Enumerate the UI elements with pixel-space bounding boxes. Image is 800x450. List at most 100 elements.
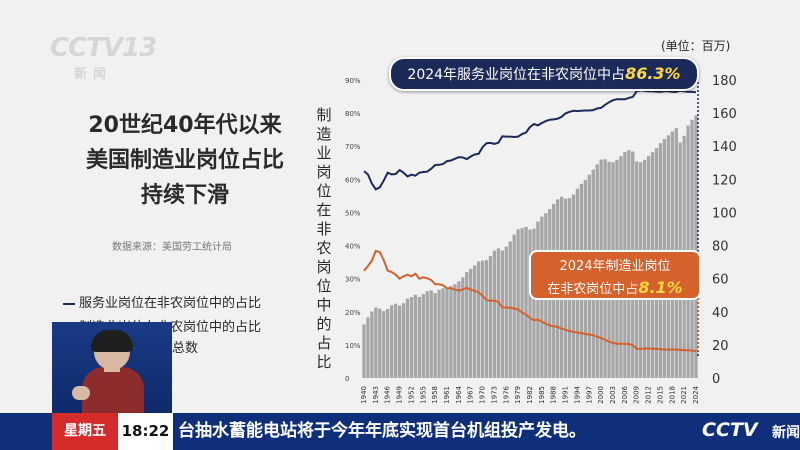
title-line-3: 持续下滑 [140,183,229,208]
ticker-headline: 台抽水蓄能电站将于今年年底实现首台机组投产发电。 [178,421,586,441]
bar-1983 [532,228,536,378]
bar-1972 [488,255,493,378]
ticker-day: 星期五 [52,413,118,450]
ticker-logo-sub: 新闻 [772,425,800,441]
right-tick-1: 20 [712,339,729,354]
service-callout-text: 2024年服务业岗位在非农岗位中占 [407,67,626,83]
bar-1949 [397,305,402,378]
x-tick-1973: 1973 [490,386,498,404]
x-tick-2018: 2018 [668,386,676,404]
bar-1975 [500,250,504,378]
x-axis-ticks: 1940 1943 1946 1949 1952 1955 1958 1961 1964 1967… [360,385,700,403]
bar-1969 [476,261,481,378]
bar-1944 [378,308,382,378]
x-tick-1988: 1988 [550,386,558,404]
ticker-logo: CCTV [702,419,758,441]
manufacturing-callout: 2024年制造业岗位 在非农岗位中占8.1% [529,250,701,300]
bar-1958 [433,293,437,378]
x-tick-2003: 2003 [609,386,617,404]
left-tick-4: 40% [345,243,361,251]
news-anchor-inset [52,322,172,417]
data-source: 数据来源：美国劳工统计局 [112,242,232,253]
bar-1973 [492,250,497,378]
bar-1950 [401,303,406,378]
bar-1978 [512,234,516,378]
bar-1977 [508,241,512,378]
right-tick-4: 80 [712,240,729,255]
x-tick-2000: 2000 [597,386,605,404]
ticker-time: 18:22 [118,413,173,450]
anchor-hair [91,330,133,352]
bar-1954 [417,296,421,378]
legend-swatch-service [63,302,75,305]
bar-1948 [393,303,398,378]
manufacturing-callout-value: 8.1% [638,278,683,297]
left-tick-8: 80% [345,110,361,118]
legend-item-service: 服务业岗位在非农岗位中的占比 [63,292,261,311]
bar-1966 [465,272,469,378]
bar-1940 [362,324,366,378]
bar-1964 [457,281,461,378]
bar-1941 [366,317,370,378]
bar-2024 [694,115,698,378]
bar-1962 [449,286,453,378]
left-tick-7: 70% [345,143,361,151]
title-line-2: 美国制造业岗位占比 [85,148,284,173]
left-tick-5: 50% [345,209,361,217]
left-tick-9: 90% [345,77,361,85]
bar-1945 [382,311,386,378]
x-tick-1985: 1985 [538,386,546,404]
x-tick-1943: 1943 [372,386,380,404]
anchor-hand [72,386,90,400]
bar-1965 [461,277,465,378]
left-tick-3: 30% [345,276,361,284]
legend-item-count: 总数 [172,341,199,356]
news-ticker: 星期五 18:22 台抽水蓄能电站将于今年年底实现首台机组投产发电。 CCTV … [0,413,800,450]
x-tick-2006: 2006 [621,385,629,403]
left-tick-0: 0 [345,375,349,383]
bar-1957 [429,290,433,378]
x-tick-2021: 2021 [680,386,688,404]
bar-1971 [484,260,489,378]
bar-1943 [374,307,378,378]
right-tick-0: 0 [712,372,720,387]
left-axis-label: 制造业岗位在非农岗位中的占比 [316,106,332,371]
right-tick-6: 120 [712,173,737,188]
service-callout-value: 86.3% [625,64,681,83]
x-tick-1958: 1958 [431,386,439,404]
left-tick-1: 10% [345,342,361,350]
x-tick-2012: 2012 [645,386,653,404]
x-tick-1982: 1982 [526,386,534,404]
right-tick-8: 160 [712,107,737,122]
bar-1961 [445,288,449,378]
manufacturing-share-line [363,249,697,353]
logo-sub: 新闻 [74,67,113,82]
x-tick-1967: 1967 [467,386,475,404]
manufacturing-callout-line2: 在非农岗位中占 [547,282,639,297]
legend-label-service: 服务业岗位在非农岗位中的占比 [79,296,262,311]
x-tick-1997: 1997 [585,386,593,404]
x-tick-1961: 1961 [443,386,451,404]
x-tick-1994: 1994 [573,385,581,403]
left-tick-6: 60% [345,176,361,184]
bar-1951 [405,298,410,378]
x-tick-1979: 1979 [514,386,522,404]
bar-1960 [441,288,445,378]
x-tick-1949: 1949 [396,386,404,404]
bar-1976 [504,246,508,378]
bar-1942 [370,311,374,378]
left-tick-2: 20% [345,309,361,317]
bar-1968 [472,265,477,378]
anchor-body [82,367,144,417]
x-tick-2024: 2024 [692,385,700,403]
bar-1974 [496,248,501,378]
bar-series-total [362,115,698,379]
title-line-1: 20世纪40年代以来 [88,113,282,138]
bar-1980 [520,228,524,378]
service-callout: 2024年服务业岗位在非农岗位中占86.3% [389,57,699,91]
bar-1952 [409,297,414,378]
bar-1981 [524,226,528,378]
x-tick-1940: 1940 [360,386,368,404]
x-tick-1946: 1946 [384,385,392,403]
x-tick-1991: 1991 [562,386,570,404]
